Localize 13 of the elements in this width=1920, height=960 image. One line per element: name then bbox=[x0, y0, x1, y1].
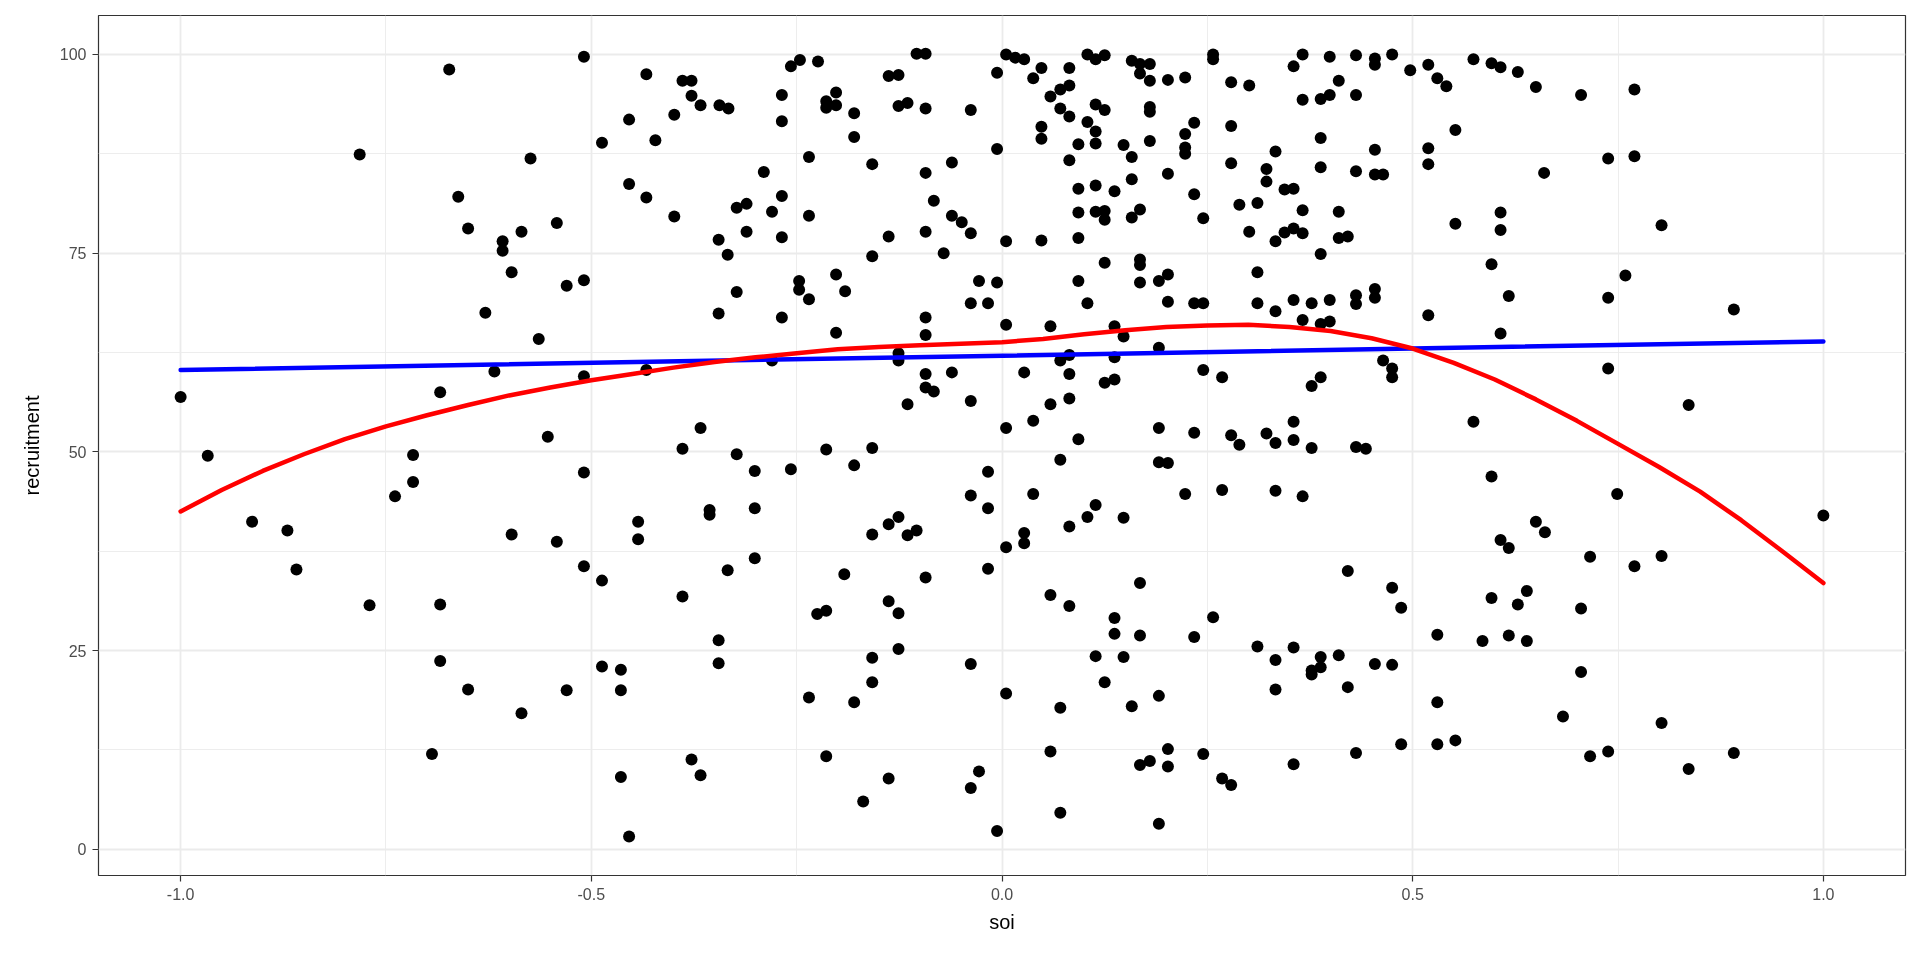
y-tick-label: 0 bbox=[77, 841, 87, 859]
y-tick-label: 100 bbox=[59, 46, 87, 64]
y-tick-label: 75 bbox=[68, 245, 87, 263]
x-tick-label: 0.0 bbox=[990, 885, 1014, 903]
y-tick-label: 25 bbox=[68, 642, 87, 660]
x-tick-label: -1.0 bbox=[166, 885, 195, 903]
y-tick-label: 50 bbox=[68, 443, 87, 461]
x-tick-label: -0.5 bbox=[577, 885, 606, 903]
x-tick-label: 1.0 bbox=[1812, 885, 1835, 903]
y-axis-title: recruitment bbox=[20, 395, 43, 496]
x-axis-title: soi bbox=[989, 910, 1015, 933]
line-series bbox=[178, 322, 1826, 586]
x-tick-label: 0.5 bbox=[1401, 885, 1424, 903]
